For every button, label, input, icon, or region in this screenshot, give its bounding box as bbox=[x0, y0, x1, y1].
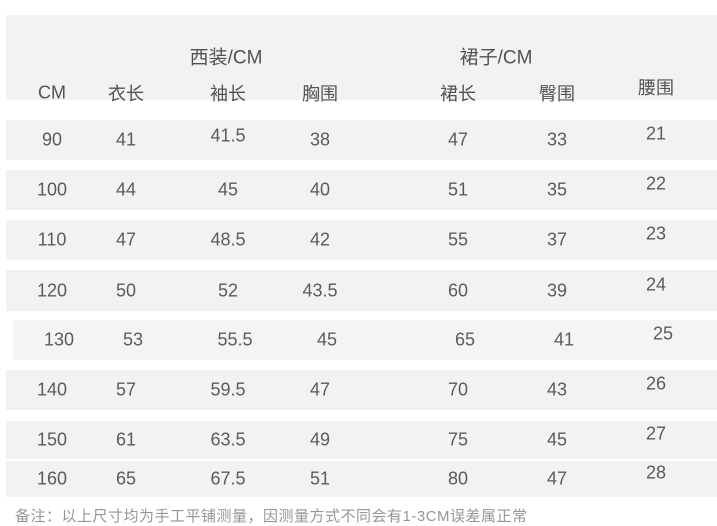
group-header-suit: 西装/CM bbox=[189, 47, 263, 69]
table-row: 100 44 45 40 51 35 22 bbox=[6, 170, 717, 210]
group-header-skirt: 裙子/CM bbox=[459, 47, 533, 69]
cell-waist: 21 bbox=[645, 123, 667, 144]
cell-garment-length: 53 bbox=[122, 329, 144, 350]
cell-sleeve-length: 67.5 bbox=[210, 468, 246, 489]
cell-hip: 47 bbox=[546, 468, 568, 489]
cell-hip: 35 bbox=[546, 179, 568, 200]
cell-size: 140 bbox=[36, 379, 68, 400]
column-header-size: CM bbox=[38, 82, 66, 103]
cell-size: 160 bbox=[36, 468, 68, 489]
column-header-hip: 臀围 bbox=[539, 84, 575, 104]
cell-garment-length: 61 bbox=[115, 429, 137, 450]
column-header-skirt-length: 裙长 bbox=[440, 84, 476, 104]
cell-bust: 43.5 bbox=[302, 280, 338, 300]
cell-bust: 47 bbox=[309, 379, 331, 400]
column-header-waist: 腰围 bbox=[638, 78, 674, 98]
cell-sleeve-length: 55.5 bbox=[217, 329, 253, 350]
cell-waist: 27 bbox=[645, 423, 667, 444]
cell-hip: 41 bbox=[553, 329, 575, 350]
table-row: 160 65 67.5 51 80 47 28 bbox=[6, 461, 717, 497]
cell-bust: 42 bbox=[309, 229, 331, 250]
cell-skirt-length: 80 bbox=[447, 468, 469, 489]
cell-skirt-length: 55 bbox=[447, 229, 469, 250]
cell-waist: 26 bbox=[645, 373, 667, 394]
cell-garment-length: 57 bbox=[115, 379, 137, 400]
cell-skirt-length: 70 bbox=[447, 379, 469, 400]
clipped-note: 备注：以上尺寸均为手工平铺测量，因测量方式不同会有1-3CM误差属正常 bbox=[15, 508, 528, 525]
column-header-sleeve-length: 袖长 bbox=[210, 84, 246, 104]
table-header-band: 西装/CM 裙子/CM CM 衣长 袖长 胸围 裙长 臀围 腰围 bbox=[6, 15, 717, 104]
cell-garment-length: 44 bbox=[115, 179, 137, 200]
cell-sleeve-length: 41.5 bbox=[210, 125, 246, 146]
table-row: 110 47 48.5 42 55 37 23 bbox=[6, 220, 717, 260]
cell-bust: 45 bbox=[316, 329, 338, 350]
column-header-bust: 胸围 bbox=[302, 84, 338, 104]
cell-size: 130 bbox=[43, 329, 75, 350]
cell-skirt-length: 51 bbox=[447, 179, 469, 200]
table-row: 150 61 63.5 49 75 45 27 bbox=[6, 421, 717, 459]
cell-skirt-length: 65 bbox=[454, 329, 476, 350]
table-row: 140 57 59.5 47 70 43 26 bbox=[6, 370, 717, 410]
cell-size: 90 bbox=[41, 129, 63, 150]
cell-sleeve-length: 63.5 bbox=[210, 429, 246, 450]
cell-garment-length: 65 bbox=[115, 468, 137, 489]
cell-bust: 40 bbox=[309, 179, 331, 200]
cell-sleeve-length: 48.5 bbox=[210, 229, 246, 250]
cell-waist: 28 bbox=[645, 462, 667, 483]
cell-garment-length: 47 bbox=[115, 229, 137, 250]
cell-sleeve-length: 45 bbox=[217, 179, 239, 200]
cell-bust: 51 bbox=[309, 468, 331, 489]
cell-bust: 38 bbox=[309, 129, 331, 150]
cell-hip: 45 bbox=[546, 429, 568, 450]
cell-waist: 22 bbox=[645, 173, 667, 194]
cell-size: 120 bbox=[36, 280, 68, 300]
cell-bust: 49 bbox=[309, 429, 331, 450]
cell-waist: 24 bbox=[645, 274, 667, 294]
cell-size: 150 bbox=[36, 429, 68, 450]
cell-garment-length: 41 bbox=[115, 129, 137, 150]
table-row: 90 41 41.5 38 47 33 21 bbox=[6, 120, 717, 160]
cell-sleeve-length: 52 bbox=[217, 280, 239, 300]
cell-size: 110 bbox=[37, 229, 67, 250]
cell-waist: 23 bbox=[645, 223, 667, 244]
cell-garment-length: 50 bbox=[115, 280, 137, 300]
cell-size: 100 bbox=[36, 179, 68, 200]
cell-hip: 37 bbox=[546, 229, 568, 250]
cell-hip: 39 bbox=[546, 280, 568, 300]
cell-sleeve-length: 59.5 bbox=[210, 379, 246, 400]
table-row: 130 53 55.5 45 65 41 25 bbox=[13, 320, 717, 360]
size-chart-page: { "colors": { "background": "#ffffff", "… bbox=[6, 15, 717, 525]
cell-skirt-length: 75 bbox=[447, 429, 469, 450]
cell-skirt-length: 60 bbox=[447, 280, 469, 300]
cell-waist: 25 bbox=[652, 323, 674, 344]
cell-hip: 33 bbox=[546, 129, 568, 150]
cell-skirt-length: 47 bbox=[447, 129, 469, 150]
column-header-garment-length: 衣长 bbox=[108, 84, 144, 104]
cell-hip: 43 bbox=[546, 379, 568, 400]
table-row: 120 50 52 43.5 60 39 24 bbox=[6, 270, 717, 311]
